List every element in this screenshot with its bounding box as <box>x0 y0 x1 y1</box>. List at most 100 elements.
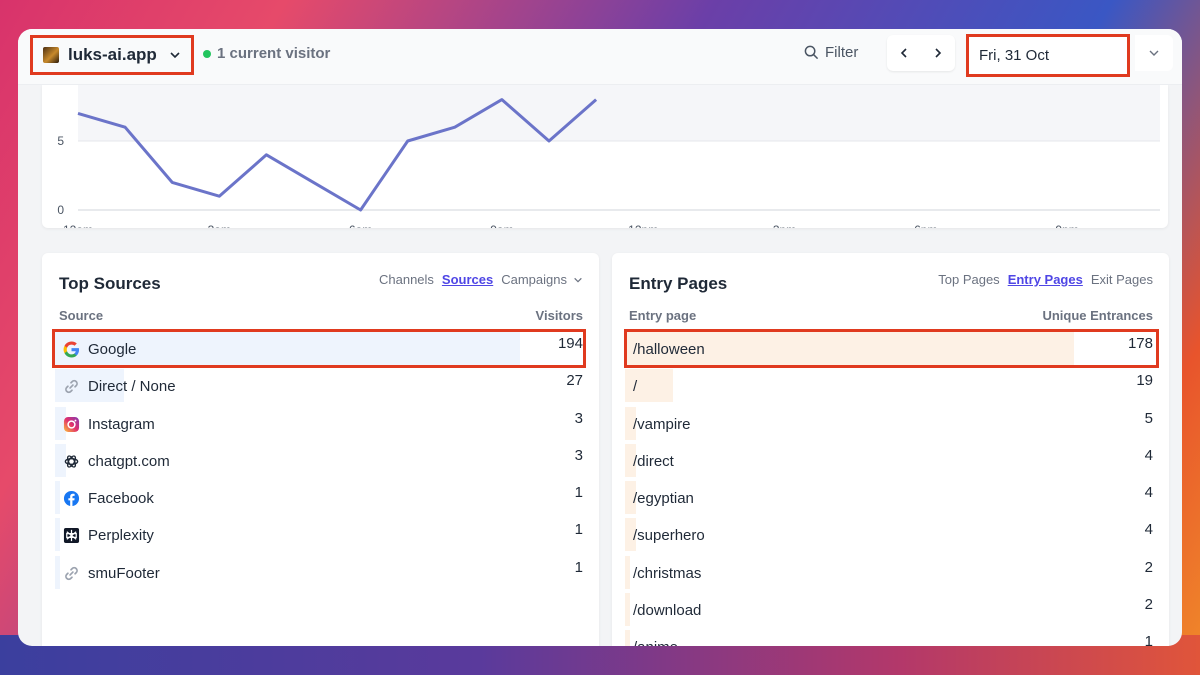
date-picker[interactable]: Fri, 31 Oct <box>966 34 1130 77</box>
list-item[interactable]: Google 194 <box>55 329 583 366</box>
list-item[interactable]: /halloween 178 <box>625 329 1153 366</box>
row-label: /direct <box>633 453 674 470</box>
chevron-down-icon[interactable] <box>573 275 583 285</box>
list-item[interactable]: Direct / None 27 <box>55 366 583 403</box>
list-item[interactable]: Facebook 1 <box>55 478 583 515</box>
top-sources-panel: Top Sources Channels Sources Campaigns S… <box>42 253 599 646</box>
x-tick-label: 9am <box>490 223 513 228</box>
highlight-google <box>52 329 586 368</box>
row-label: /halloween <box>633 341 705 358</box>
col-source: Source <box>59 308 104 323</box>
list-item[interactable]: smuFooter 1 <box>55 553 583 590</box>
x-tick-label: 6am <box>349 223 372 228</box>
value-bar <box>55 406 66 440</box>
value-bar <box>55 518 61 552</box>
row-label-text: Perplexity <box>88 527 154 545</box>
row-label: Facebook <box>63 490 154 507</box>
filter-label: Filter <box>825 44 859 61</box>
chart-band <box>78 85 1160 141</box>
value-bar <box>625 630 631 646</box>
list-item[interactable]: /egyptian 4 <box>625 478 1153 515</box>
row-label-text: /christmas <box>633 564 702 582</box>
row-value: 1 <box>574 484 583 502</box>
series-line <box>77 98 598 212</box>
row-label-text: /direct <box>633 452 674 470</box>
sources-list: Google 194 Direct / None 27 Instagram 3 chatgp… <box>55 329 583 590</box>
value-bar <box>55 481 61 515</box>
list-item[interactable]: /direct 4 <box>625 441 1153 478</box>
list-item[interactable]: chatgpt.com 3 <box>55 441 583 478</box>
list-item[interactable]: /superhero 4 <box>625 515 1153 552</box>
link-icon <box>63 378 80 395</box>
row-value: 5 <box>1144 409 1153 427</box>
y-tick-label: 5 <box>57 134 64 148</box>
row-value: 19 <box>1136 372 1153 390</box>
analytics-window: luks-ai.app 1 current visitor Filter Fri… <box>18 29 1182 646</box>
row-label-text: / <box>633 378 638 396</box>
row-label: /egyptian <box>633 490 694 507</box>
row-label: Instagram <box>63 416 155 433</box>
x-tick-label: 12pm <box>628 223 658 228</box>
list-item[interactable]: /christmas 2 <box>625 553 1153 590</box>
previous-period-button[interactable] <box>898 47 910 59</box>
current-visitors[interactable]: 1 current visitor <box>203 45 330 62</box>
row-value: 4 <box>1144 446 1153 464</box>
value-bar <box>625 481 636 515</box>
chevron-down-icon <box>1149 50 1159 56</box>
live-dot-icon <box>203 49 211 58</box>
row-value: 1 <box>1144 633 1153 646</box>
tab-entry-pages[interactable]: Entry Pages <box>1007 272 1083 287</box>
x-tick-label: 3pm <box>773 223 796 228</box>
value-bar <box>625 443 636 477</box>
row-label-text: smuFooter <box>88 564 160 582</box>
x-tick-label: 9pm <box>1055 223 1078 228</box>
site-selector[interactable]: luks-ai.app <box>30 35 194 75</box>
site-favicon-icon <box>43 47 59 63</box>
row-label: chatgpt.com <box>63 453 170 470</box>
tab-channels[interactable]: Channels <box>378 272 434 287</box>
x-tick-label: 6pm <box>914 223 937 228</box>
value-bar <box>55 369 124 403</box>
row-label-text: chatgpt.com <box>88 452 170 470</box>
date-dropdown-button[interactable] <box>1135 35 1173 71</box>
tab-sources[interactable]: Sources <box>441 272 494 287</box>
row-label-text: Instagram <box>88 415 155 433</box>
next-period-button[interactable] <box>932 47 944 59</box>
list-item[interactable]: /anime 1 <box>625 627 1153 646</box>
list-item[interactable]: /download 2 <box>625 590 1153 627</box>
row-label: Perplexity <box>63 527 154 544</box>
current-visitors-label: 1 current visitor <box>217 45 331 62</box>
value-bar <box>55 443 66 477</box>
tab-top-pages[interactable]: Top Pages <box>938 272 1000 287</box>
row-value: 3 <box>574 409 583 427</box>
highlight-halloween <box>624 329 1159 368</box>
value-bar <box>55 555 61 589</box>
row-label-text: /superhero <box>633 527 705 545</box>
col-unique-entrances: Unique Entrances <box>1042 308 1153 323</box>
value-bar <box>625 593 631 627</box>
row-label: /anime <box>633 639 678 646</box>
value-bar <box>625 518 636 552</box>
chevron-down-icon <box>170 52 180 59</box>
row-label-text: /vampire <box>633 415 691 433</box>
list-item[interactable]: /vampire 5 <box>625 404 1153 441</box>
row-label: Google <box>63 341 136 358</box>
value-bar <box>625 369 673 403</box>
row-label: /christmas <box>633 565 701 582</box>
row-value: 1 <box>574 521 583 539</box>
perplexity-icon <box>63 527 80 544</box>
top-bar: luks-ai.app 1 current visitor Filter Fri… <box>18 29 1182 85</box>
list-item[interactable]: / 19 <box>625 366 1153 403</box>
tab-exit-pages[interactable]: Exit Pages <box>1090 272 1153 287</box>
list-item[interactable]: Perplexity 1 <box>55 515 583 552</box>
row-value: 3 <box>574 446 583 464</box>
row-label-text: /halloween <box>633 341 705 358</box>
row-label: /download <box>633 602 701 619</box>
date-label: Fri, 31 Oct <box>979 47 1050 64</box>
list-item[interactable]: Instagram 3 <box>55 404 583 441</box>
tab-campaigns[interactable]: Campaigns <box>501 272 567 287</box>
row-label-text: Direct / None <box>88 378 176 396</box>
date-navigation <box>887 35 955 71</box>
filter-button[interactable]: Filter <box>804 44 858 61</box>
row-value: 2 <box>1144 596 1153 614</box>
